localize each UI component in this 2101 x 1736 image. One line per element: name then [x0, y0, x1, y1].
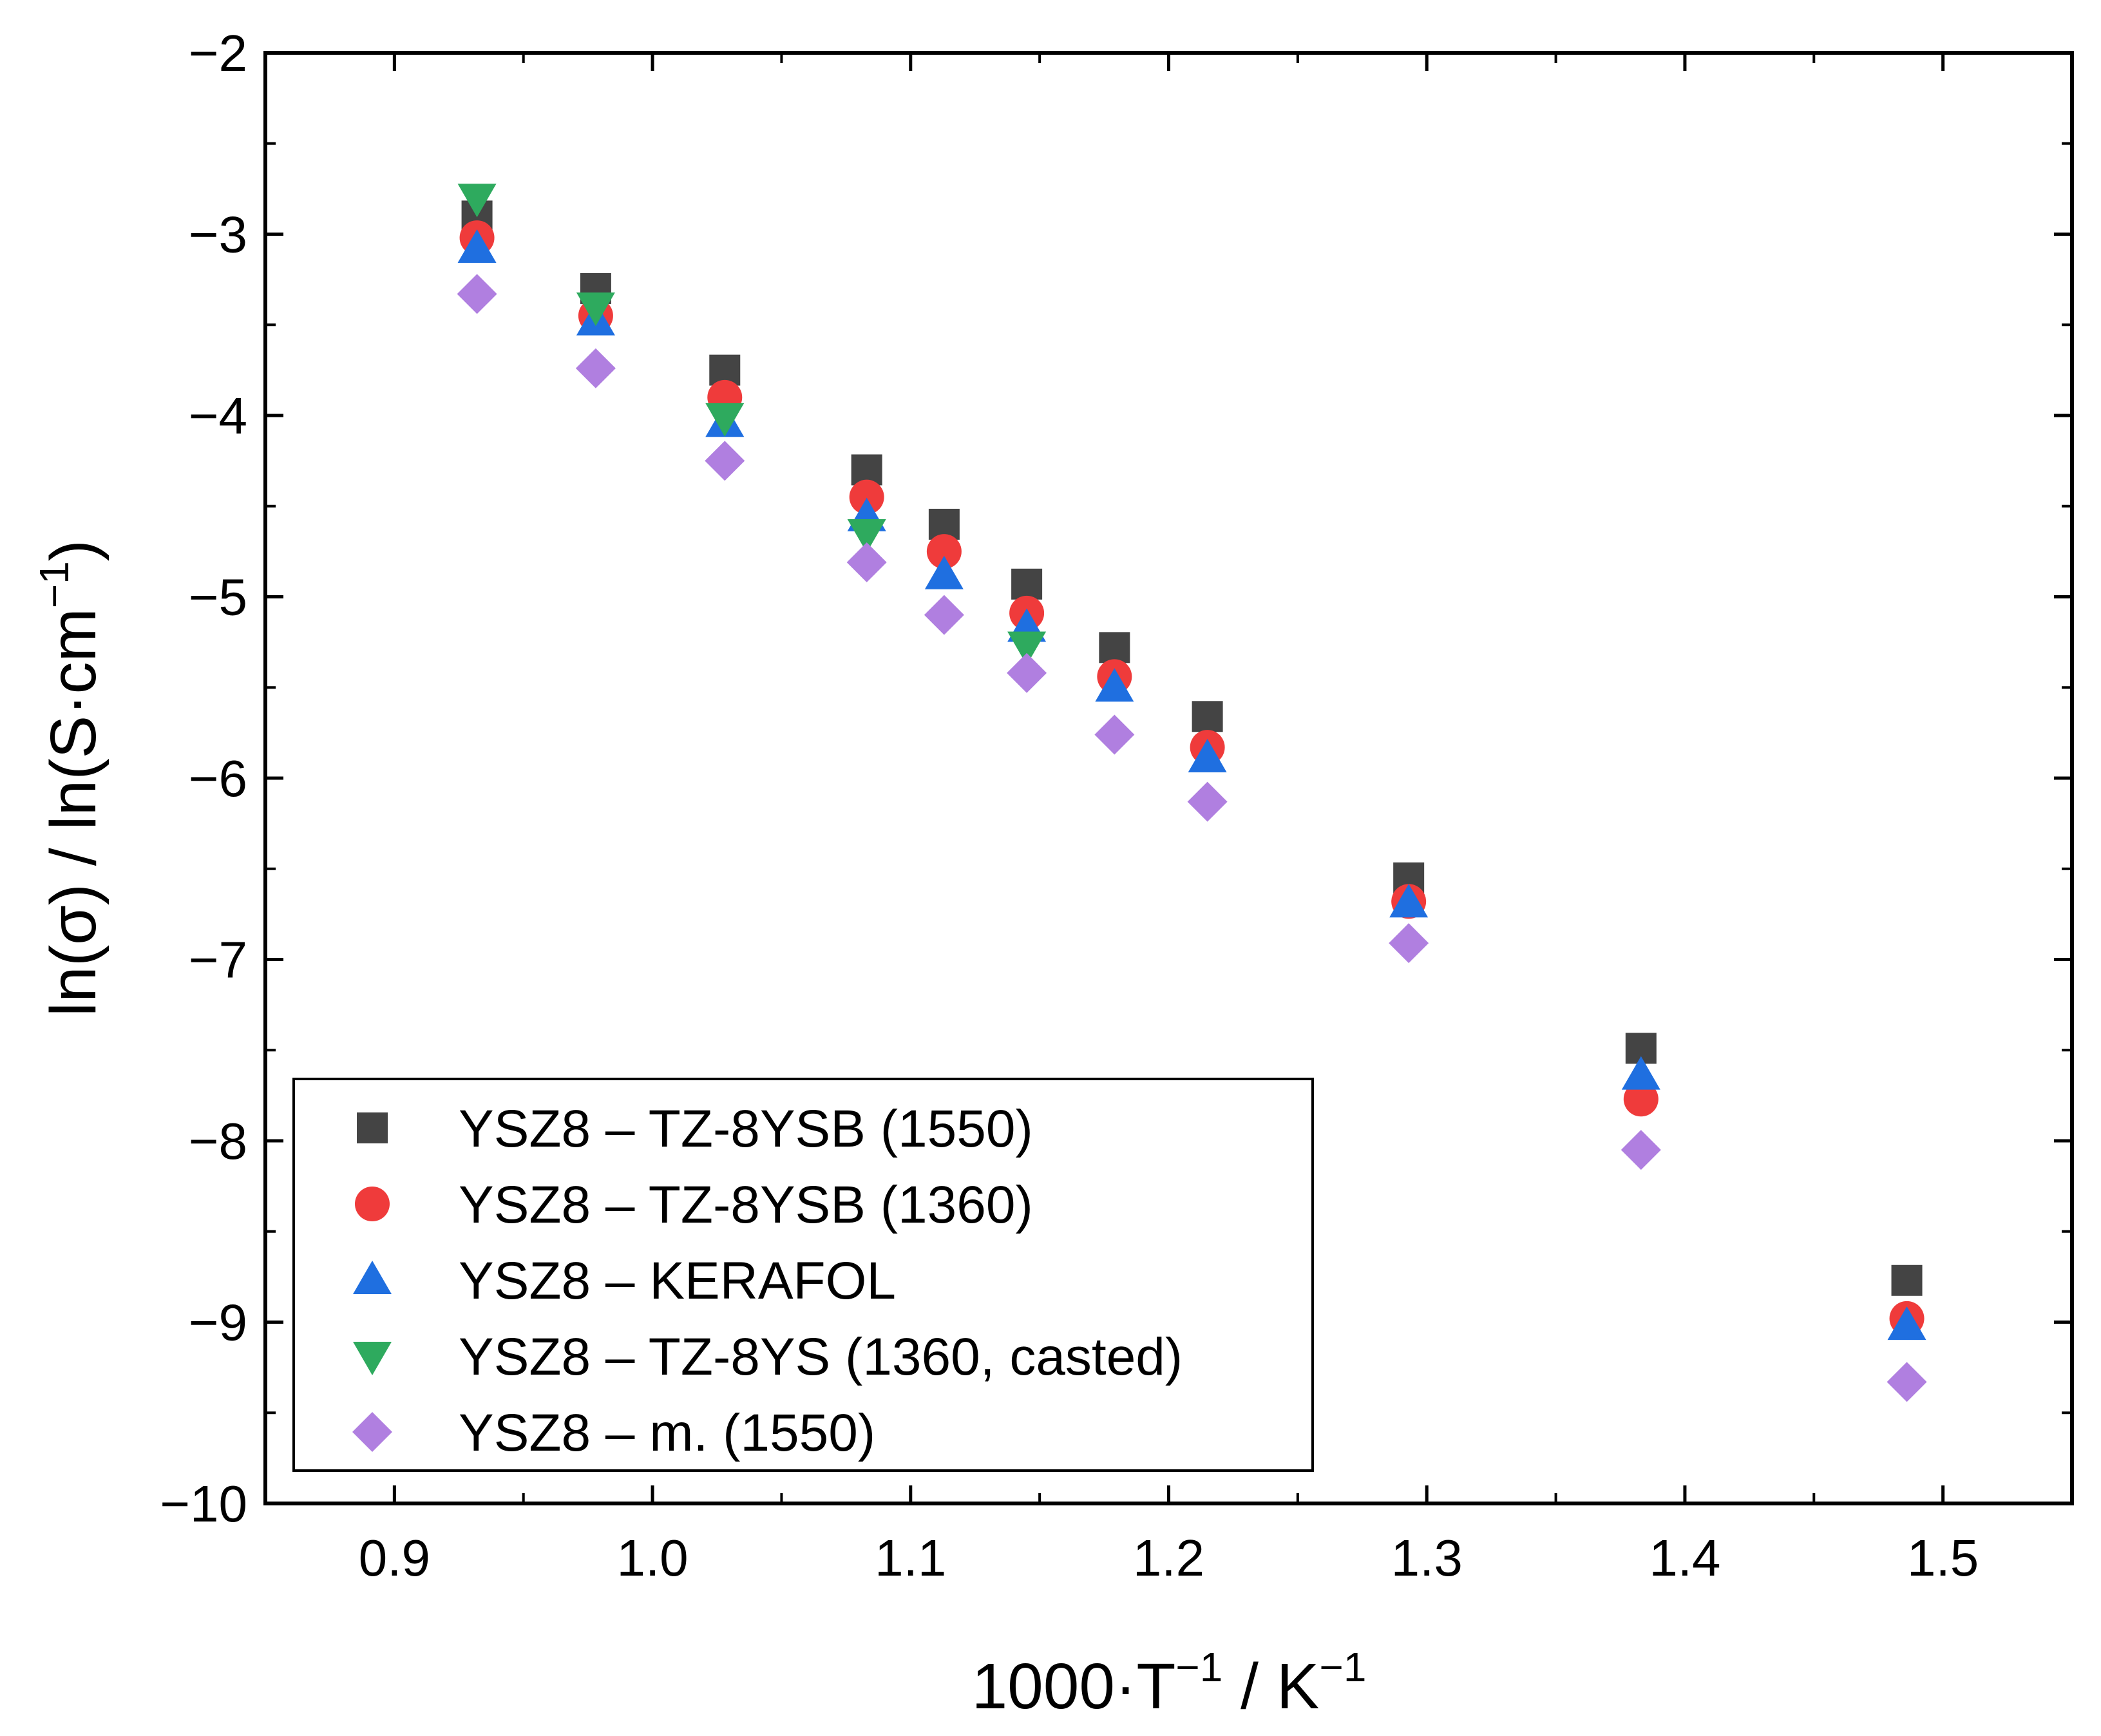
y-tick-label: −7: [189, 931, 247, 989]
data-point: [457, 274, 497, 314]
legend-label: YSZ8 – m. (1550): [459, 1404, 875, 1462]
legend-box: [292, 1078, 1314, 1472]
data-point: [1623, 1082, 1659, 1117]
x-axis-title-sup1: −1: [1175, 1644, 1222, 1690]
data-point: [576, 292, 615, 327]
legend-label: YSZ8 – TZ-8YSB (1550): [459, 1100, 1033, 1158]
x-axis-title: 1000·T−1 / K−1: [972, 1644, 1367, 1722]
x-tick-label: 1.2: [1133, 1529, 1204, 1587]
data-point: [1621, 1056, 1660, 1090]
data-point: [1389, 923, 1429, 964]
legend-marker: [353, 1261, 392, 1294]
series-5: [457, 274, 1927, 1402]
y-axis-title: ln(σ) / ln(S·cm−1): [31, 540, 109, 1016]
data-point: [1389, 884, 1429, 918]
data-point: [846, 542, 887, 583]
data-point: [575, 348, 616, 388]
data-point: [1007, 631, 1047, 665]
data-point: [457, 184, 497, 218]
legend: YSZ8 – TZ-8YSB (1550) YSZ8 – TZ-8YSB (136…: [292, 1078, 1314, 1472]
legend-marker: [352, 1412, 392, 1452]
y-axis-title-end: ): [37, 540, 109, 561]
data-point: [705, 403, 745, 437]
y-tick-label: −5: [189, 569, 247, 626]
x-tick-label: 0.9: [359, 1529, 430, 1587]
data-point: [1187, 781, 1228, 822]
y-axis-title-sup: −1: [31, 561, 77, 608]
x-axis-title-mid: / K: [1222, 1650, 1319, 1722]
plot-frame: [263, 51, 2074, 1505]
data-point: [1011, 568, 1043, 600]
data-point: [457, 229, 497, 263]
y-tick-label: −10: [160, 1475, 247, 1532]
legend-label: YSZ8 – KERAFOL: [459, 1252, 896, 1310]
x-axis-title-main: 1000·T: [972, 1650, 1176, 1722]
legend-label: YSZ8 – TZ-8YS (1360, casted): [459, 1328, 1183, 1386]
y-tick-label: −8: [189, 1112, 247, 1170]
data-point: [1887, 1362, 1927, 1402]
legend-label: YSZ8 – TZ-8YSB (1360): [459, 1176, 1033, 1234]
data-point: [1007, 653, 1047, 693]
data-point: [1188, 739, 1227, 773]
y-tick-label: −9: [189, 1294, 247, 1351]
data-point: [1891, 1264, 1923, 1296]
data-point: [847, 519, 886, 553]
data-point: [1192, 701, 1223, 732]
data-points: [457, 184, 1927, 1402]
legend-markers: [352, 1112, 392, 1452]
y-tick-label: −2: [189, 24, 247, 82]
x-tick-label: 1.3: [1391, 1529, 1463, 1587]
data-point: [1621, 1130, 1661, 1170]
y-tick-label: −3: [189, 206, 247, 263]
data-point: [1099, 632, 1130, 663]
data-point: [926, 534, 962, 569]
x-tick-label: 1.1: [875, 1529, 946, 1587]
data-point: [1094, 714, 1135, 755]
data-point: [849, 479, 884, 515]
data-point: [1887, 1306, 1926, 1340]
x-tick-label: 1.0: [616, 1529, 688, 1587]
legend-marker: [355, 1187, 390, 1221]
data-point: [924, 595, 964, 635]
data-point: [705, 441, 745, 481]
data-point: [924, 555, 964, 589]
data-point: [1095, 668, 1134, 702]
x-axis-title-sup2: −1: [1319, 1644, 1366, 1690]
series-4: [457, 184, 1047, 665]
y-tick-label: −6: [189, 750, 247, 807]
legend-labels: YSZ8 – TZ-8YSB (1550) YSZ8 – TZ-8YSB (136…: [459, 1100, 1183, 1462]
legend-marker: [353, 1342, 392, 1375]
y-tick-label: −4: [189, 387, 247, 444]
y-axis-title-main: ln(σ) / ln(S·cm: [37, 608, 109, 1016]
axis-tick-labels: 0.9 1.0 1.1 1.2 1.3 1.4 1.5 −10 −9 −8 −7 −6 −5 −4 −3 −2: [160, 24, 1979, 1587]
x-tick-label: 1.4: [1649, 1529, 1720, 1587]
legend-marker: [357, 1112, 388, 1143]
x-tick-label: 1.5: [1907, 1529, 1979, 1587]
